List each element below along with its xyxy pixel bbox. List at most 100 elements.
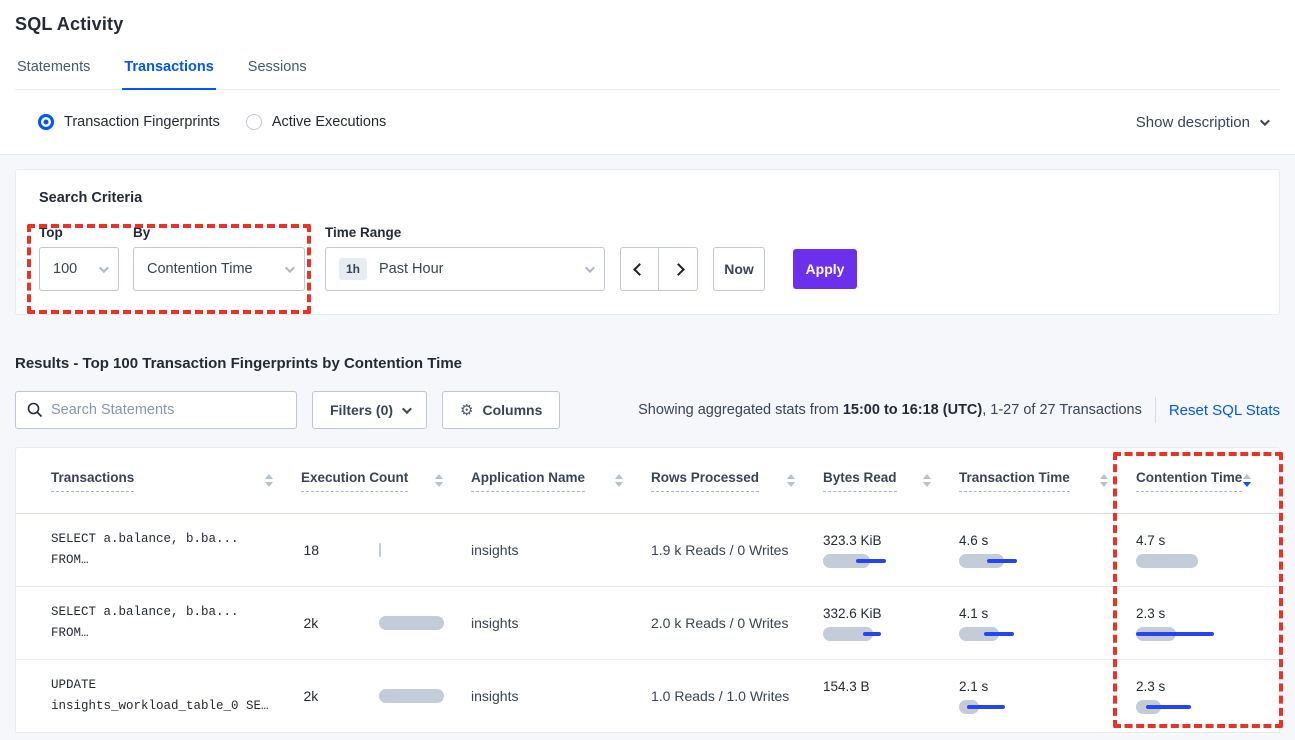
radio-unselected-icon [245,114,262,130]
tab-bar: Statements Transactions Sessions [15,59,1280,90]
column-header-execution-count[interactable]: Execution Count [301,448,471,513]
contention-time-bar [1136,699,1256,714]
sort-icon-active-desc[interactable] [1243,474,1251,487]
column-header-transactions[interactable]: Transactions [51,448,301,513]
cell-application-name: insights [471,542,519,558]
bytes-read-bar [823,553,943,568]
sort-icon[interactable] [435,474,443,487]
top-select[interactable]: 100 [39,247,119,291]
now-button[interactable]: Now [713,247,765,291]
contention-time-bar [1136,626,1256,641]
stats-summary: Showing aggregated stats from 15:00 to 1… [638,402,1142,418]
time-range-field: Time Range 1h Past Hour [325,225,605,291]
tab-sessions[interactable]: Sessions [247,59,307,75]
gear-icon: ⚙ [460,402,474,419]
cell-transaction-time: 4.6 s [959,514,1136,586]
divider [1154,397,1156,423]
table-row[interactable]: SELECT a.balance, b.ba... FROM… 2k insig… [16,587,1279,660]
cell-transaction-time: 4.1 s [959,587,1136,659]
columns-label: Columns [482,402,543,418]
column-header-application-name[interactable]: Application Name [471,448,651,513]
table-header-row: Transactions Execution Count Application… [16,448,1279,514]
cell-transaction-fingerprint[interactable]: UPDATE insights_workload_table_0 SE… [51,678,269,713]
show-description-label: Show description [1135,113,1250,131]
cell-rows-processed: 1.9 k Reads / 0 Writes [651,542,789,558]
table-row[interactable]: UPDATE insights_workload_table_0 SE… 2k … [16,660,1279,733]
page-header: SQL Activity Statements Transactions Ses… [0,0,1295,90]
search-box [15,391,297,429]
top-label: Top [39,225,63,240]
toolbar-right: Showing aggregated stats from 15:00 to 1… [638,397,1280,423]
transaction-time-bar [959,699,1079,714]
main-content: Search Criteria Top 100 By Contention Ti… [0,169,1295,733]
column-header-bytes-read[interactable]: Bytes Read [823,448,959,513]
transaction-time-bar [959,553,1079,568]
time-range-value: Past Hour [379,261,444,277]
execution-count-bar [378,543,449,557]
page-title: SQL Activity [15,14,124,34]
stats-time-range: 15:00 to 16:18 (UTC) [842,402,983,418]
cell-transaction-fingerprint[interactable]: SELECT a.balance, b.ba... FROM… [51,605,239,640]
results-toolbar: Filters (0) ⚙ Columns Showing aggregated… [15,391,1280,429]
top-select-value: 100 [53,261,78,277]
show-description-toggle[interactable]: Show description [1135,113,1270,131]
cell-bytes-read: 154.3 B [823,678,870,694]
reset-sql-stats-link[interactable]: Reset SQL Stats [1168,401,1280,419]
column-header-rows-processed[interactable]: Rows Processed [651,448,823,513]
sort-icon[interactable] [1100,474,1108,487]
tab-statements[interactable]: Statements [17,59,91,75]
table-row[interactable]: SELECT a.balance, b.ba... FROM… 18 insig… [16,514,1279,587]
filters-button[interactable]: Filters (0) [312,391,428,429]
chevron-down-icon [284,262,295,273]
search-input[interactable] [15,391,297,429]
sort-icon[interactable] [923,474,931,487]
time-nav-group [620,247,698,291]
contention-time-bar [1136,553,1256,568]
cell-execution-count: 2k [301,660,471,732]
column-header-contention-time[interactable]: Contention Time [1136,448,1279,513]
chevron-down-icon [98,262,109,273]
by-select[interactable]: Contention Time [133,247,305,291]
radio-label: Transaction Fingerprints [64,114,220,130]
top-field: Top 100 [39,225,133,291]
columns-button[interactable]: ⚙ Columns [442,391,561,429]
chevron-left-icon [633,262,646,276]
cell-transaction-fingerprint[interactable]: SELECT a.balance, b.ba... FROM… [51,532,239,567]
cell-application-name: insights [471,615,519,631]
search-icon [27,402,43,418]
radio-transaction-fingerprints[interactable]: Transaction Fingerprints [38,114,220,130]
bytes-read-bar [823,626,943,641]
tab-transactions[interactable]: Transactions [122,59,216,90]
by-select-value: Contention Time [147,261,253,277]
time-range-select[interactable]: 1h Past Hour [325,247,605,291]
cell-contention-time: 2.3 s [1136,660,1279,732]
transactions-table: Transactions Execution Count Application… [15,447,1280,733]
cell-bytes-read: 323.3 KiB [823,514,959,586]
sort-icon[interactable] [787,474,795,487]
execution-count-bar [378,616,449,630]
chevron-right-icon [671,262,685,276]
execution-count-bar [378,689,449,703]
search-criteria-card: Search Criteria Top 100 By Contention Ti… [15,169,1280,315]
results-heading: Results - Top 100 Transaction Fingerprin… [15,355,463,372]
apply-button[interactable]: Apply [793,249,857,289]
cell-rows-processed: 1.0 Reads / 1.0 Writes [651,688,790,704]
cell-contention-time: 2.3 s [1136,587,1279,659]
filters-label: Filters (0) [330,402,394,418]
cell-execution-count: 2k [301,587,471,659]
time-range-badge: 1h [339,258,368,280]
chevron-down-icon [1259,115,1270,126]
by-field: By Contention Time [133,225,305,291]
cell-contention-time: 4.7 s [1136,514,1279,586]
previous-time-button[interactable] [621,248,659,290]
sort-icon[interactable] [265,474,273,487]
next-time-button[interactable] [659,248,697,290]
radio-label: Active Executions [271,114,387,130]
search-criteria-heading: Search Criteria [39,190,143,206]
view-toggle-bar: Transaction Fingerprints Active Executio… [0,90,1295,155]
by-label: By [133,225,151,240]
radio-active-executions[interactable]: Active Executions [245,114,387,130]
sort-icon[interactable] [615,474,623,487]
column-header-transaction-time[interactable]: Transaction Time [959,448,1136,513]
